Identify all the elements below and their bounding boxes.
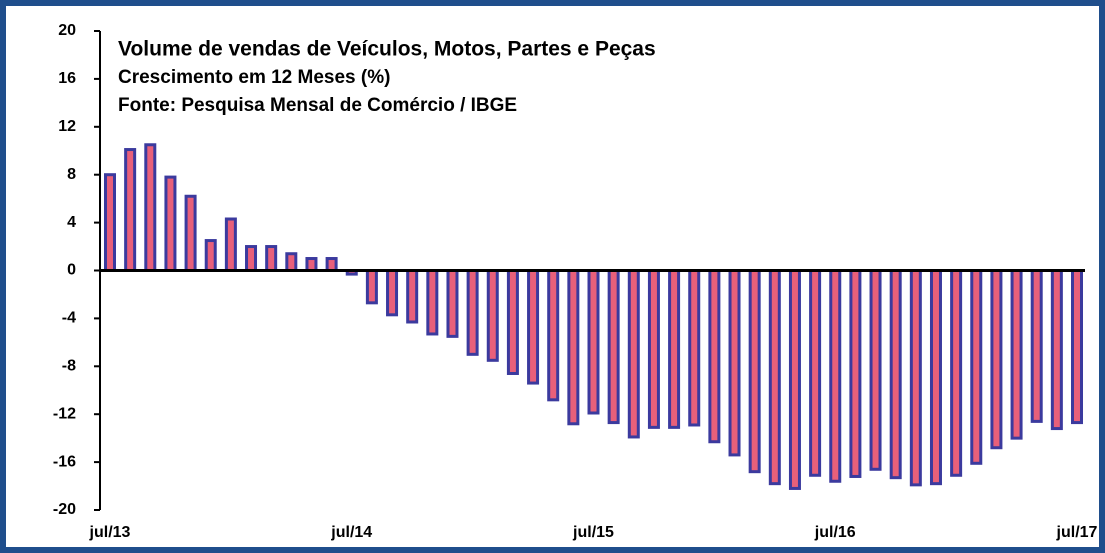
bar — [567, 269, 580, 426]
bar — [386, 269, 399, 317]
bar — [527, 269, 540, 385]
bar — [688, 269, 701, 427]
bar — [466, 269, 479, 356]
chart-source: Fonte: Pesquisa Mensal de Comércio / IBG… — [118, 95, 517, 116]
y-tick-label: 4 — [67, 214, 76, 231]
bar — [1071, 269, 1083, 425]
bar — [587, 269, 600, 415]
bar — [164, 175, 177, 272]
bar — [486, 269, 499, 362]
bar — [547, 269, 560, 402]
bar — [124, 148, 137, 273]
y-tick-label: 16 — [58, 70, 76, 87]
bar — [970, 269, 983, 465]
y-tick-label: -8 — [62, 358, 76, 375]
y-tick-label: -20 — [53, 501, 76, 518]
bar — [144, 143, 157, 272]
x-tick-label: jul/16 — [814, 524, 856, 541]
bar — [768, 269, 781, 486]
bar — [506, 269, 519, 375]
bar — [708, 269, 721, 444]
bar — [809, 269, 822, 477]
bar — [909, 269, 922, 487]
bar — [788, 269, 801, 490]
chart-title: Volume de vendas de Veículos, Motos, Par… — [118, 38, 656, 61]
bar — [869, 269, 882, 471]
y-tick-label: -4 — [62, 310, 76, 327]
x-tick-label: jul/17 — [1056, 524, 1098, 541]
bar — [224, 217, 237, 273]
bar — [204, 239, 217, 272]
bar — [305, 257, 318, 272]
bar — [829, 269, 842, 483]
y-tick-label: 8 — [67, 166, 76, 183]
bar — [607, 269, 620, 425]
bar — [265, 245, 278, 273]
bar — [245, 245, 258, 273]
x-tick-label: jul/14 — [330, 524, 372, 541]
bar — [627, 269, 640, 439]
bar — [990, 269, 1003, 450]
y-tick-label: 12 — [58, 118, 76, 135]
y-tick-label: 20 — [58, 22, 76, 39]
bar — [929, 269, 942, 486]
bar — [426, 269, 439, 336]
bar — [647, 269, 660, 429]
bar — [728, 269, 741, 457]
bar — [184, 194, 197, 273]
y-tick-label: -16 — [53, 453, 76, 470]
bar — [1010, 269, 1023, 440]
y-tick-label: 0 — [67, 262, 76, 279]
bar — [406, 269, 419, 324]
bar — [748, 269, 761, 474]
x-tick-label: jul/13 — [89, 524, 131, 541]
bar — [365, 269, 378, 305]
bar — [104, 173, 116, 272]
bar — [950, 269, 963, 477]
y-tick-label: -12 — [53, 405, 76, 422]
chart-subtitle: Crescimento em 12 Meses (%) — [118, 67, 390, 88]
bar — [1050, 269, 1063, 431]
bar — [1030, 269, 1043, 423]
bar — [889, 269, 902, 480]
bar — [285, 252, 298, 272]
bar — [668, 269, 681, 429]
x-tick-label: jul/15 — [572, 524, 614, 541]
bar — [325, 257, 338, 272]
bar — [849, 269, 862, 478]
bar — [446, 269, 459, 338]
